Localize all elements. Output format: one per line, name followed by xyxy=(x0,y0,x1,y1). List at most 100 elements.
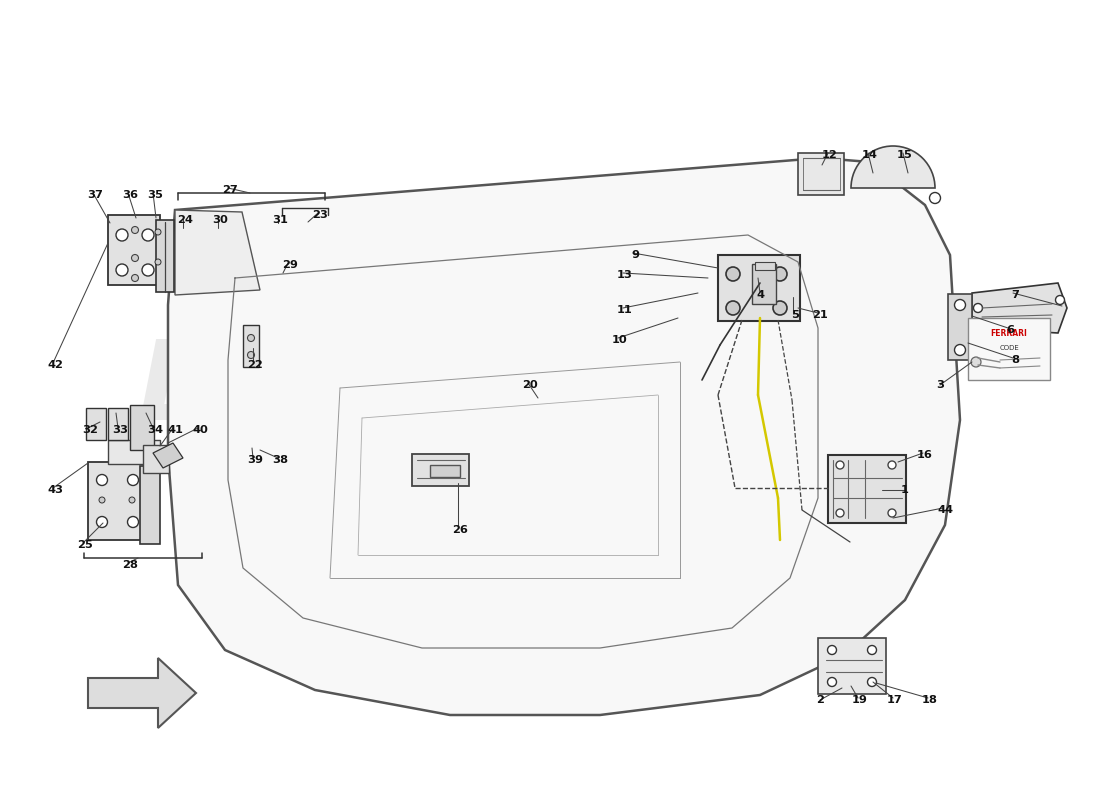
Bar xyxy=(752,264,776,304)
Circle shape xyxy=(773,301,786,315)
Circle shape xyxy=(155,229,161,235)
Bar xyxy=(108,408,128,440)
Text: 31: 31 xyxy=(272,215,288,225)
Circle shape xyxy=(726,267,740,281)
Text: 33: 33 xyxy=(112,425,128,435)
Circle shape xyxy=(1056,295,1065,305)
Wedge shape xyxy=(851,146,935,188)
Text: 7: 7 xyxy=(1011,290,1019,300)
Circle shape xyxy=(836,461,844,469)
Text: 39: 39 xyxy=(248,455,263,465)
Circle shape xyxy=(97,517,108,527)
Text: 3: 3 xyxy=(936,380,944,390)
Bar xyxy=(755,262,775,270)
Text: 13: 13 xyxy=(617,270,632,280)
Circle shape xyxy=(888,509,896,517)
Text: 23: 23 xyxy=(312,210,328,220)
Circle shape xyxy=(248,351,254,358)
Circle shape xyxy=(116,229,128,241)
Text: 44: 44 xyxy=(937,505,953,515)
Text: 30: 30 xyxy=(212,215,228,225)
Circle shape xyxy=(142,264,154,276)
Bar xyxy=(88,462,146,540)
Circle shape xyxy=(955,345,966,355)
Text: 32: 32 xyxy=(82,425,98,435)
Bar xyxy=(718,255,800,321)
Bar xyxy=(140,466,159,544)
Text: 35: 35 xyxy=(147,190,163,200)
Text: 5: 5 xyxy=(791,310,799,320)
Text: 8: 8 xyxy=(1011,355,1019,365)
Circle shape xyxy=(248,334,254,342)
Circle shape xyxy=(827,646,836,654)
Circle shape xyxy=(132,274,139,282)
Text: 40: 40 xyxy=(192,425,208,435)
Circle shape xyxy=(949,331,967,349)
Bar xyxy=(108,440,159,464)
Bar xyxy=(243,325,258,367)
Polygon shape xyxy=(88,658,196,728)
Bar xyxy=(828,455,906,523)
Circle shape xyxy=(888,461,896,469)
Circle shape xyxy=(97,474,108,486)
Circle shape xyxy=(836,509,844,517)
Circle shape xyxy=(128,517,139,527)
Text: 36: 36 xyxy=(122,190,138,200)
Circle shape xyxy=(955,299,966,310)
Text: 15: 15 xyxy=(898,150,913,160)
Text: 4: 4 xyxy=(756,290,764,300)
Text: 42: 42 xyxy=(47,360,63,370)
Text: 11: 11 xyxy=(617,305,632,315)
Circle shape xyxy=(773,267,786,281)
Text: 12: 12 xyxy=(822,150,838,160)
Bar xyxy=(108,215,159,285)
Polygon shape xyxy=(168,158,960,715)
Circle shape xyxy=(99,497,104,503)
Bar xyxy=(818,638,886,694)
Circle shape xyxy=(116,264,128,276)
Text: 24: 24 xyxy=(177,215,192,225)
Circle shape xyxy=(129,497,135,503)
Text: 37: 37 xyxy=(87,190,103,200)
Polygon shape xyxy=(972,283,1067,333)
Text: 29: 29 xyxy=(282,260,298,270)
Bar xyxy=(798,153,844,195)
Bar xyxy=(143,445,169,473)
Circle shape xyxy=(868,678,877,686)
Bar xyxy=(156,220,174,292)
Bar xyxy=(412,454,469,486)
Circle shape xyxy=(142,229,154,241)
Text: EUROSPARES: EUROSPARES xyxy=(138,337,962,443)
Circle shape xyxy=(726,301,740,315)
Text: 10: 10 xyxy=(612,335,628,345)
Circle shape xyxy=(132,226,139,234)
Text: 18: 18 xyxy=(922,695,938,705)
Text: 17: 17 xyxy=(887,695,903,705)
Text: 41: 41 xyxy=(167,425,183,435)
Circle shape xyxy=(974,303,982,313)
Circle shape xyxy=(954,336,962,344)
Text: 1: 1 xyxy=(901,485,909,495)
Bar xyxy=(948,294,972,360)
Circle shape xyxy=(827,678,836,686)
Text: 34: 34 xyxy=(147,425,163,435)
Text: 28: 28 xyxy=(122,560,138,570)
Text: 27: 27 xyxy=(222,185,238,195)
Text: 2: 2 xyxy=(816,695,824,705)
Text: 21: 21 xyxy=(812,310,828,320)
Bar xyxy=(130,405,154,450)
Polygon shape xyxy=(153,443,183,468)
Text: CODE: CODE xyxy=(999,345,1019,351)
Bar xyxy=(86,408,106,440)
Text: FERRARI: FERRARI xyxy=(991,330,1027,338)
Text: 25: 25 xyxy=(77,540,92,550)
Text: 16: 16 xyxy=(917,450,933,460)
Text: a passion for parts since 1985: a passion for parts since 1985 xyxy=(200,443,660,537)
Circle shape xyxy=(930,193,940,203)
Text: 6: 6 xyxy=(1006,325,1014,335)
Text: 43: 43 xyxy=(47,485,63,495)
Circle shape xyxy=(868,646,877,654)
Text: 14: 14 xyxy=(862,150,878,160)
Polygon shape xyxy=(175,210,260,295)
Text: 20: 20 xyxy=(522,380,538,390)
